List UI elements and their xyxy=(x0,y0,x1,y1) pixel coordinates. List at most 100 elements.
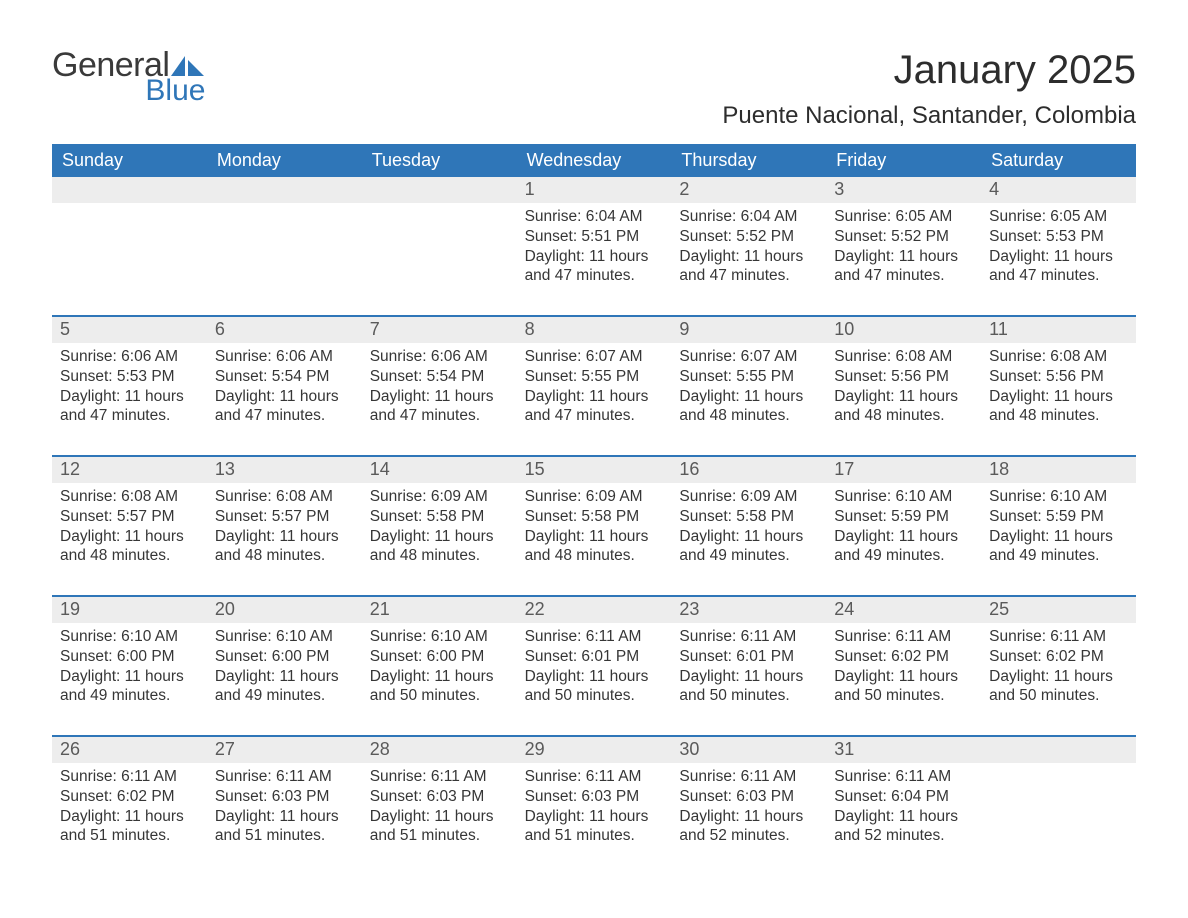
day-number: 5 xyxy=(52,317,207,343)
daylight-line2: and 49 minutes. xyxy=(215,686,354,706)
calendar-grid: SundayMondayTuesdayWednesdayThursdayFrid… xyxy=(52,144,1136,875)
weekday-header: Saturday xyxy=(981,144,1136,177)
daylight-line1: Daylight: 11 hours xyxy=(60,387,199,407)
day-number: 11 xyxy=(981,317,1136,343)
daylight-line2: and 48 minutes. xyxy=(215,546,354,566)
daylight-line1: Daylight: 11 hours xyxy=(60,807,199,827)
sunset-text: Sunset: 5:55 PM xyxy=(679,367,818,387)
sunset-text: Sunset: 6:00 PM xyxy=(370,647,509,667)
daylight-line1: Daylight: 11 hours xyxy=(679,807,818,827)
sunset-text: Sunset: 6:00 PM xyxy=(60,647,199,667)
sunrise-text: Sunrise: 6:05 AM xyxy=(989,207,1128,227)
sunset-text: Sunset: 5:52 PM xyxy=(679,227,818,247)
day-cell: Sunrise: 6:10 AMSunset: 6:00 PMDaylight:… xyxy=(362,623,517,735)
day-number: 21 xyxy=(362,597,517,623)
sunrise-text: Sunrise: 6:05 AM xyxy=(834,207,973,227)
day-cell: Sunrise: 6:11 AMSunset: 6:03 PMDaylight:… xyxy=(517,763,672,875)
sunrise-text: Sunrise: 6:04 AM xyxy=(525,207,664,227)
daylight-line2: and 50 minutes. xyxy=(679,686,818,706)
day-number-row: 19202122232425 xyxy=(52,597,1136,623)
day-number: 9 xyxy=(671,317,826,343)
day-number: 20 xyxy=(207,597,362,623)
sunrise-text: Sunrise: 6:07 AM xyxy=(679,347,818,367)
day-cell: Sunrise: 6:10 AMSunset: 6:00 PMDaylight:… xyxy=(207,623,362,735)
day-number xyxy=(52,177,207,203)
logo-word-blue: Blue xyxy=(145,76,205,106)
day-number: 22 xyxy=(517,597,672,623)
day-content-row: Sunrise: 6:10 AMSunset: 6:00 PMDaylight:… xyxy=(52,623,1136,735)
day-cell: Sunrise: 6:11 AMSunset: 6:04 PMDaylight:… xyxy=(826,763,981,875)
day-number: 7 xyxy=(362,317,517,343)
day-cell: Sunrise: 6:06 AMSunset: 5:53 PMDaylight:… xyxy=(52,343,207,455)
day-cell: Sunrise: 6:08 AMSunset: 5:57 PMDaylight:… xyxy=(207,483,362,595)
daylight-line2: and 50 minutes. xyxy=(525,686,664,706)
weekday-header: Monday xyxy=(207,144,362,177)
day-number: 31 xyxy=(826,737,981,763)
sunset-text: Sunset: 5:57 PM xyxy=(60,507,199,527)
sunrise-text: Sunrise: 6:11 AM xyxy=(679,627,818,647)
sunset-text: Sunset: 5:58 PM xyxy=(679,507,818,527)
daylight-line2: and 47 minutes. xyxy=(60,406,199,426)
sunset-text: Sunset: 5:57 PM xyxy=(215,507,354,527)
daylight-line2: and 51 minutes. xyxy=(525,826,664,846)
sunrise-text: Sunrise: 6:09 AM xyxy=(679,487,818,507)
sunrise-text: Sunrise: 6:10 AM xyxy=(370,627,509,647)
day-cell: Sunrise: 6:10 AMSunset: 5:59 PMDaylight:… xyxy=(981,483,1136,595)
sunrise-text: Sunrise: 6:07 AM xyxy=(525,347,664,367)
sunset-text: Sunset: 6:01 PM xyxy=(679,647,818,667)
daylight-line1: Daylight: 11 hours xyxy=(679,247,818,267)
daylight-line2: and 50 minutes. xyxy=(989,686,1128,706)
daylight-line1: Daylight: 11 hours xyxy=(679,527,818,547)
weekday-header: Wednesday xyxy=(517,144,672,177)
sunrise-text: Sunrise: 6:09 AM xyxy=(525,487,664,507)
daylight-line2: and 51 minutes. xyxy=(60,826,199,846)
daylight-line1: Daylight: 11 hours xyxy=(679,667,818,687)
day-cell: Sunrise: 6:07 AMSunset: 5:55 PMDaylight:… xyxy=(517,343,672,455)
daylight-line2: and 47 minutes. xyxy=(370,406,509,426)
day-cell: Sunrise: 6:11 AMSunset: 6:02 PMDaylight:… xyxy=(981,623,1136,735)
sunrise-text: Sunrise: 6:06 AM xyxy=(370,347,509,367)
sunrise-text: Sunrise: 6:10 AM xyxy=(989,487,1128,507)
day-number: 3 xyxy=(826,177,981,203)
daylight-line2: and 47 minutes. xyxy=(525,266,664,286)
sunset-text: Sunset: 5:55 PM xyxy=(525,367,664,387)
day-cell: Sunrise: 6:06 AMSunset: 5:54 PMDaylight:… xyxy=(362,343,517,455)
daylight-line2: and 49 minutes. xyxy=(679,546,818,566)
day-number-row: 262728293031 xyxy=(52,737,1136,763)
daylight-line1: Daylight: 11 hours xyxy=(60,527,199,547)
daylight-line1: Daylight: 11 hours xyxy=(525,247,664,267)
day-cell: Sunrise: 6:08 AMSunset: 5:56 PMDaylight:… xyxy=(826,343,981,455)
sunrise-text: Sunrise: 6:10 AM xyxy=(60,627,199,647)
day-number: 12 xyxy=(52,457,207,483)
sunset-text: Sunset: 5:52 PM xyxy=(834,227,973,247)
daylight-line1: Daylight: 11 hours xyxy=(525,527,664,547)
sunrise-text: Sunrise: 6:11 AM xyxy=(525,767,664,787)
sunrise-text: Sunrise: 6:10 AM xyxy=(834,487,973,507)
daylight-line2: and 48 minutes. xyxy=(989,406,1128,426)
day-number: 19 xyxy=(52,597,207,623)
day-cell: Sunrise: 6:11 AMSunset: 6:02 PMDaylight:… xyxy=(52,763,207,875)
daylight-line2: and 52 minutes. xyxy=(834,826,973,846)
day-number: 1 xyxy=(517,177,672,203)
sunset-text: Sunset: 5:53 PM xyxy=(60,367,199,387)
daylight-line1: Daylight: 11 hours xyxy=(989,667,1128,687)
daylight-line2: and 48 minutes. xyxy=(834,406,973,426)
daylight-line1: Daylight: 11 hours xyxy=(60,667,199,687)
day-cell: Sunrise: 6:11 AMSunset: 6:01 PMDaylight:… xyxy=(671,623,826,735)
daylight-line2: and 47 minutes. xyxy=(989,266,1128,286)
day-number: 26 xyxy=(52,737,207,763)
sunset-text: Sunset: 6:02 PM xyxy=(834,647,973,667)
day-cell: Sunrise: 6:04 AMSunset: 5:51 PMDaylight:… xyxy=(517,203,672,315)
daylight-line2: and 50 minutes. xyxy=(370,686,509,706)
weekday-header: Tuesday xyxy=(362,144,517,177)
sunset-text: Sunset: 6:02 PM xyxy=(60,787,199,807)
day-number: 6 xyxy=(207,317,362,343)
sunrise-text: Sunrise: 6:11 AM xyxy=(525,627,664,647)
sunrise-text: Sunrise: 6:08 AM xyxy=(60,487,199,507)
daylight-line1: Daylight: 11 hours xyxy=(989,387,1128,407)
day-cell: Sunrise: 6:11 AMSunset: 6:03 PMDaylight:… xyxy=(362,763,517,875)
day-content-row: Sunrise: 6:06 AMSunset: 5:53 PMDaylight:… xyxy=(52,343,1136,455)
brand-logo: General Blue xyxy=(52,48,205,106)
sunset-text: Sunset: 5:51 PM xyxy=(525,227,664,247)
day-number: 13 xyxy=(207,457,362,483)
